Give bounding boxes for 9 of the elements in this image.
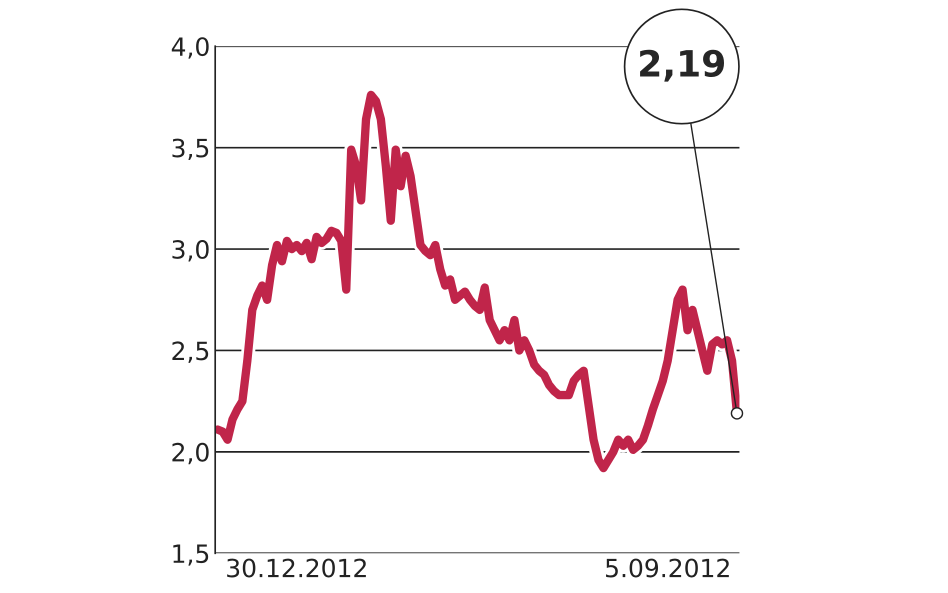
y-tick-label: 1,5 [173,544,208,566]
y-tick-label: 2,5 [172,341,208,363]
x-tick-label: 30.12.2012 [227,558,366,578]
y-tick-label: 4,0 [172,37,209,59]
y-tick-label: 3,0 [172,240,209,262]
annotation: 2,19 [640,50,724,82]
x-tick-label: 5.09.2012 [606,558,729,578]
y-tick-label: 3,5 [172,138,208,160]
y-tick-label: 2,0 [172,442,209,464]
